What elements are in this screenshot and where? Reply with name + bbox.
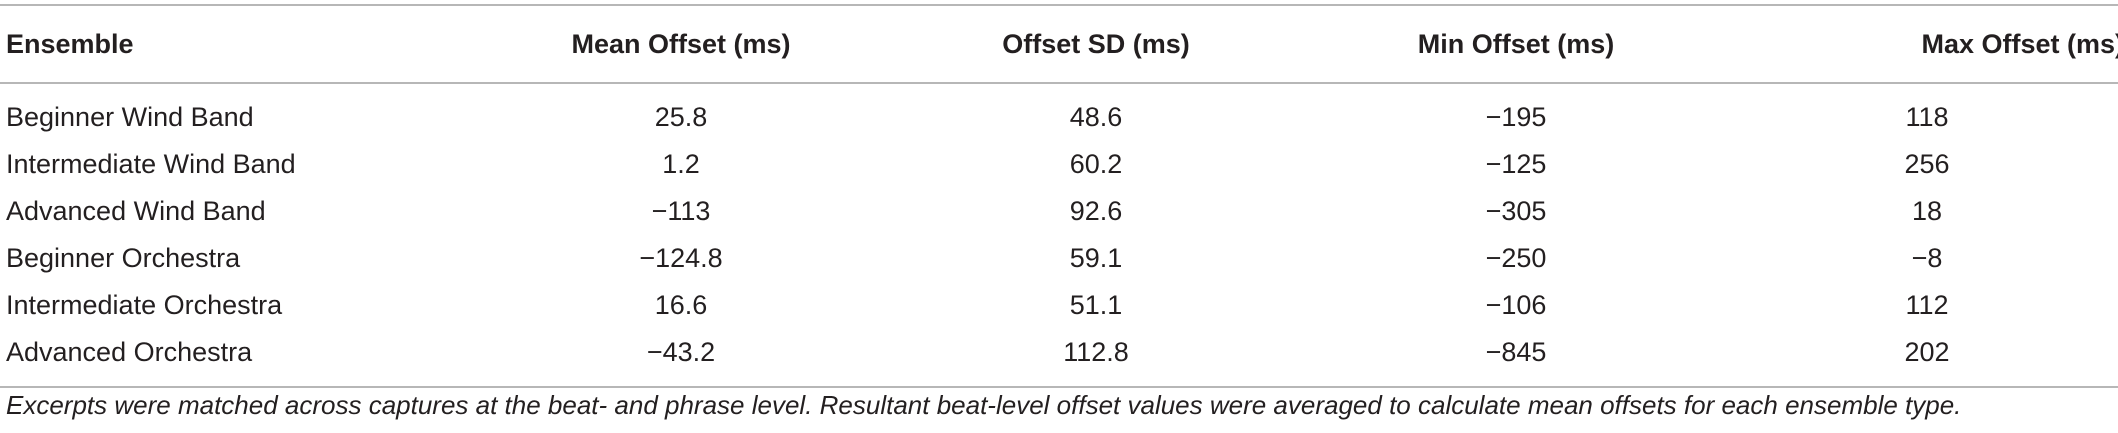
cell-min-offset: −845 xyxy=(1485,337,1547,367)
table-row: Beginner Wind Band 25.8 48.6 −195 118 xyxy=(0,83,2118,141)
header-ensemble: Ensemble xyxy=(6,28,134,59)
cell-max-offset: 112 xyxy=(1905,290,1949,320)
cell-mean-offset: −124.8 xyxy=(639,243,723,273)
header-mean-offset: Mean Offset (ms) xyxy=(571,28,791,59)
header-max-offset: Max Offset (ms) xyxy=(1921,28,2118,59)
cell-max-offset: 256 xyxy=(1904,149,1950,179)
cell-max-offset: 202 xyxy=(1904,337,1950,367)
cell-max-offset: 118 xyxy=(1905,102,1949,132)
cell-mean-offset: 25.8 xyxy=(654,102,708,132)
header-min-offset: Min Offset (ms) xyxy=(1417,28,1615,59)
cell-min-offset: −106 xyxy=(1485,290,1547,320)
ensemble-offset-table: Ensemble Mean Offset (ms) Offset SD (ms)… xyxy=(0,4,2118,388)
cell-min-offset: −125 xyxy=(1485,149,1547,179)
cell-offset-sd: 60.2 xyxy=(1069,149,1123,179)
cell-mean-offset: −113 xyxy=(651,196,711,226)
table-header: Ensemble Mean Offset (ms) Offset SD (ms)… xyxy=(0,5,2118,83)
cell-ensemble: Advanced Orchestra xyxy=(6,337,253,367)
cell-min-offset: −195 xyxy=(1485,102,1547,132)
cell-max-offset: −8 xyxy=(1911,243,1943,273)
table-row: Intermediate Orchestra 16.6 51.1 −106 11… xyxy=(0,282,2118,329)
cell-offset-sd: 51.1 xyxy=(1069,290,1123,320)
cell-offset-sd: 112.8 xyxy=(1063,337,1129,367)
cell-mean-offset: 16.6 xyxy=(654,290,708,320)
cell-ensemble: Intermediate Orchestra xyxy=(6,290,283,320)
cell-mean-offset: −43.2 xyxy=(646,337,716,367)
cell-min-offset: −250 xyxy=(1485,243,1547,273)
table-row: Advanced Orchestra −43.2 112.8 −845 202 xyxy=(0,329,2118,387)
table-row: Beginner Orchestra −124.8 59.1 −250 −8 xyxy=(0,235,2118,282)
header-row: Ensemble Mean Offset (ms) Offset SD (ms)… xyxy=(0,5,2118,83)
cell-min-offset: −305 xyxy=(1485,196,1547,226)
cell-ensemble: Advanced Wind Band xyxy=(6,196,266,226)
header-offset-sd: Offset SD (ms) xyxy=(1002,28,1190,59)
cell-max-offset: 18 xyxy=(1911,196,1943,226)
table-body: Beginner Wind Band 25.8 48.6 −195 118 In… xyxy=(0,83,2118,387)
cell-ensemble: Beginner Orchestra xyxy=(6,243,241,273)
cell-offset-sd: 92.6 xyxy=(1069,196,1123,226)
table-footnote: Excerpts were matched across captures at… xyxy=(6,390,1962,420)
cell-offset-sd: 59.1 xyxy=(1069,243,1123,273)
cell-ensemble: Beginner Wind Band xyxy=(6,102,254,132)
table-row: Advanced Wind Band −113 92.6 −305 18 xyxy=(0,188,2118,235)
cell-ensemble: Intermediate Wind Band xyxy=(6,149,296,179)
table-row: Intermediate Wind Band 1.2 60.2 −125 256 xyxy=(0,141,2118,188)
cell-mean-offset: 1.2 xyxy=(662,149,700,179)
cell-offset-sd: 48.6 xyxy=(1069,102,1123,132)
